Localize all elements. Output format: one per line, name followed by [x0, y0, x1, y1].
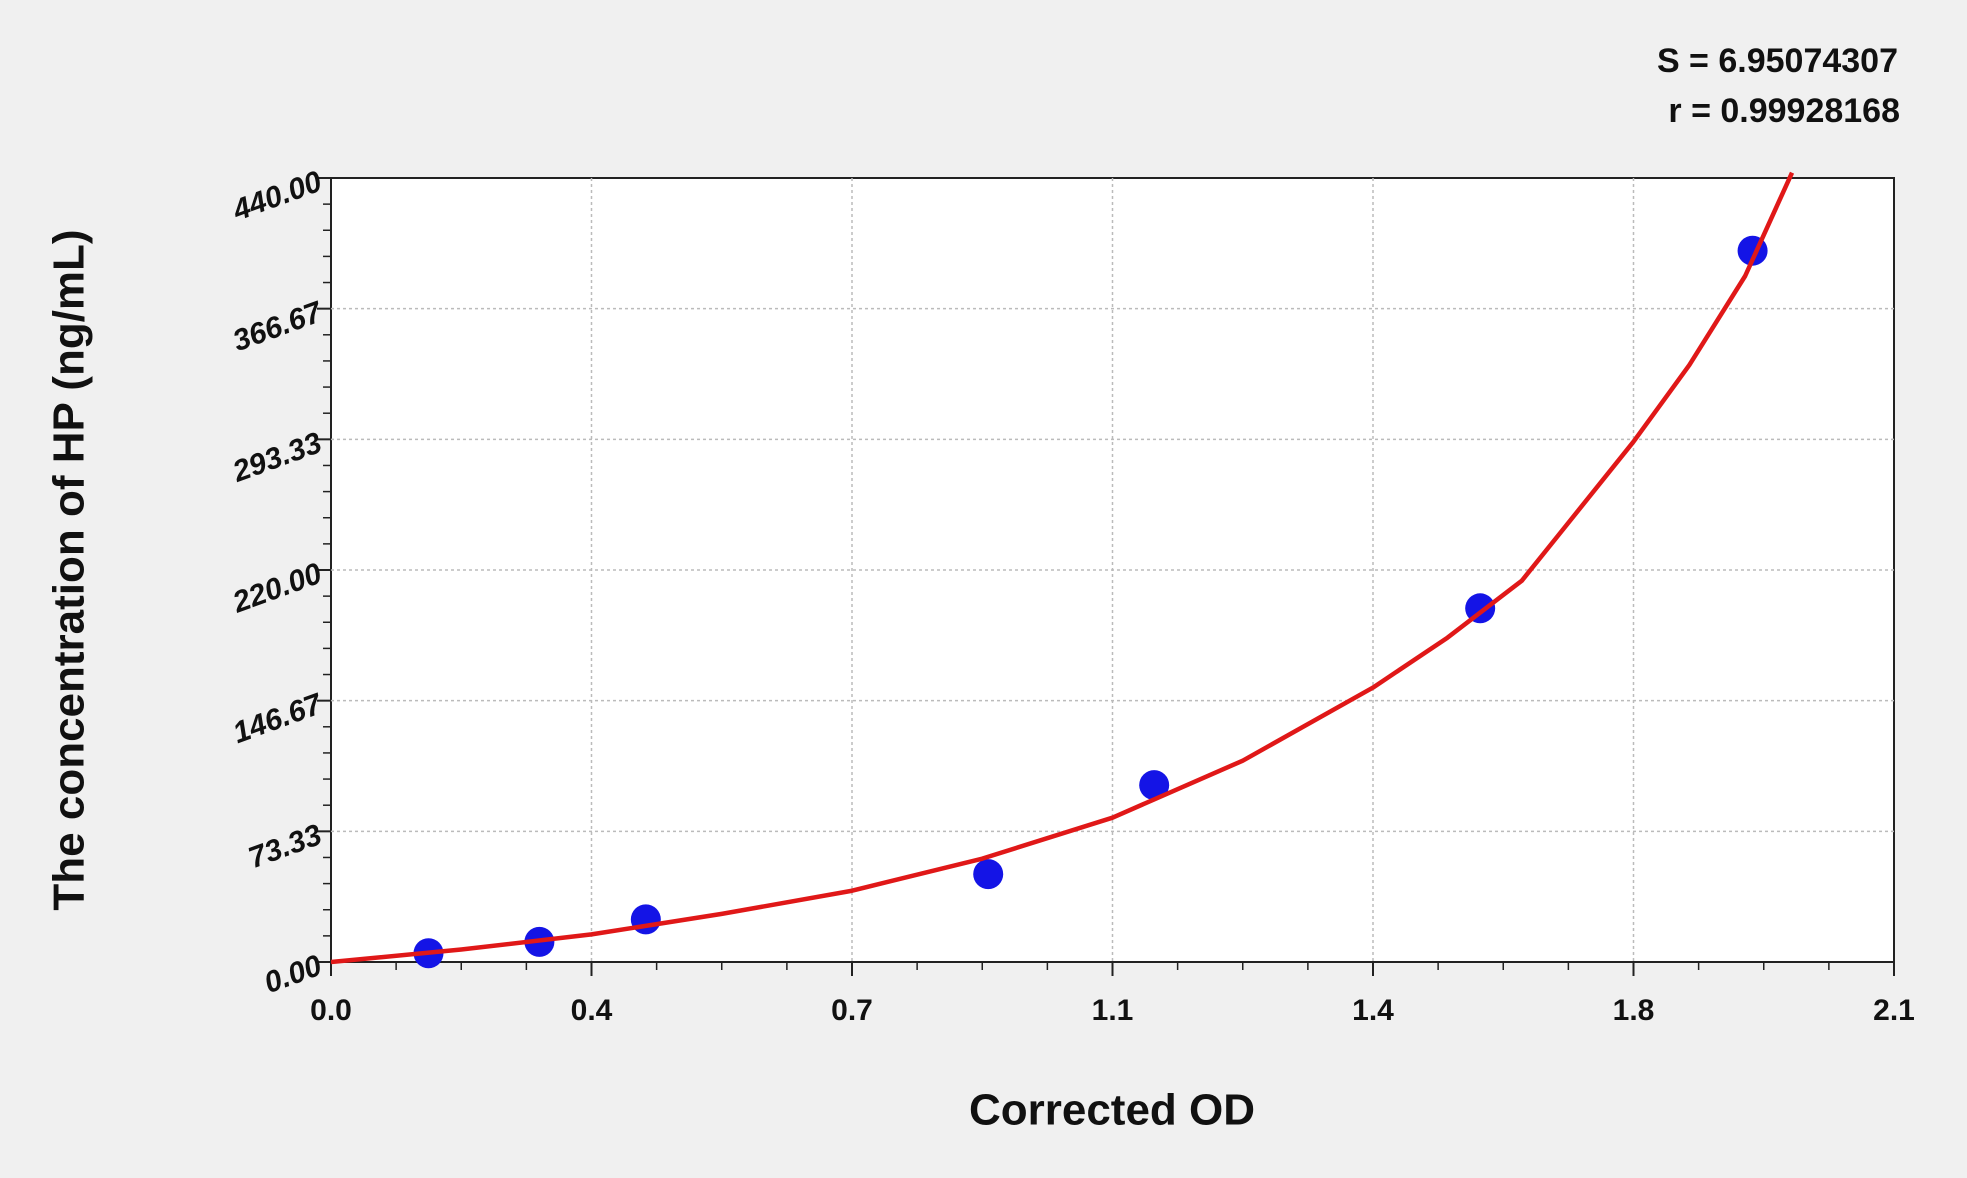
y-tick-label: 146.67	[229, 687, 328, 750]
data-point	[630, 904, 661, 935]
fit-curve	[331, 171, 1795, 965]
x-tick-label: 1.4	[1352, 994, 1394, 1027]
y-tick-label: 440.00	[228, 165, 327, 228]
x-axis-label: Corrected OD	[969, 1086, 1255, 1135]
data-point	[1139, 770, 1170, 801]
plot-content	[331, 171, 1795, 969]
annotation: S = 6.95074307	[1657, 42, 1898, 80]
x-tick-label: 2.1	[1873, 994, 1915, 1027]
y-tick-label: 220.00	[228, 557, 327, 620]
x-tick-label: 1.1	[1092, 994, 1134, 1027]
x-tick-label: 0.7	[831, 994, 873, 1027]
annotation: r = 0.99928168	[1668, 92, 1900, 130]
y-tick-label: 0.00	[260, 949, 326, 1000]
y-tick-label: 73.33	[244, 818, 326, 875]
x-tick-label: 1.8	[1613, 994, 1655, 1027]
data-point	[973, 859, 1004, 890]
y-axis-label: The concentration of HP (ng/mL)	[45, 229, 94, 910]
y-tick-label: 293.33	[228, 426, 327, 489]
y-tick-label: 366.67	[229, 295, 328, 358]
x-tick-label: 0.4	[571, 994, 613, 1027]
x-tick-label: 0.0	[310, 994, 352, 1027]
